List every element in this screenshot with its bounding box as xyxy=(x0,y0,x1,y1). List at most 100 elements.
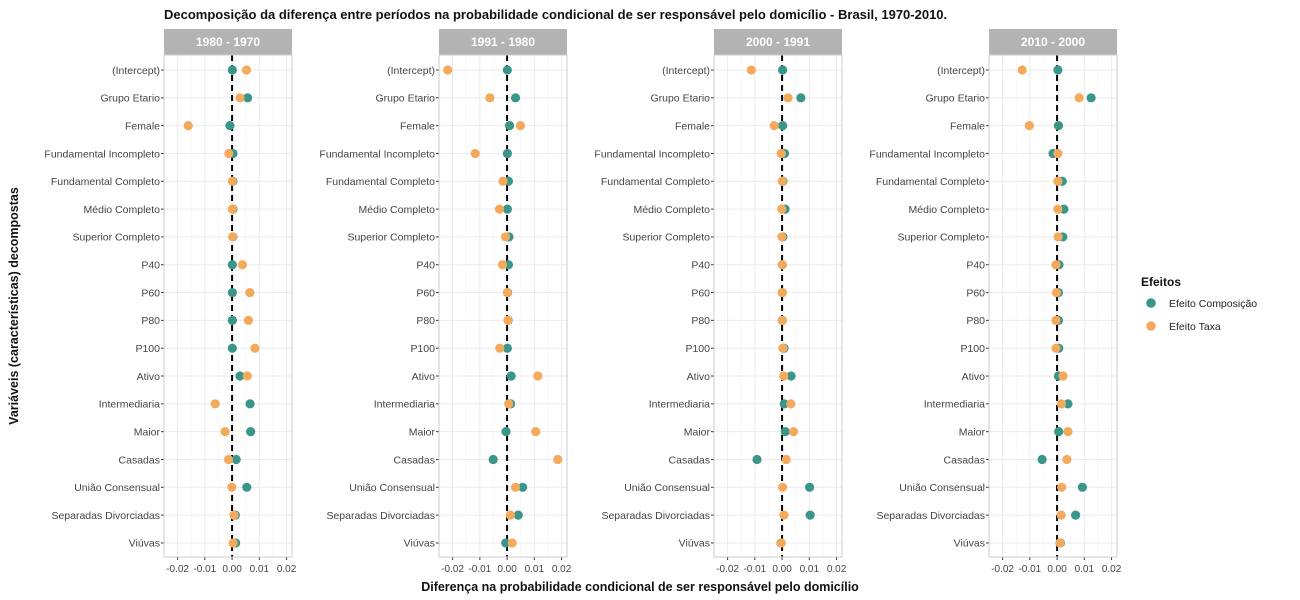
panel-strip-label: 1980 - 1970 xyxy=(196,35,260,49)
y-tick-label: P40 xyxy=(141,260,160,272)
y-tick-label: Casadas xyxy=(394,454,435,466)
x-tick-label: 0.02 xyxy=(552,564,572,575)
data-point xyxy=(1053,148,1063,159)
data-point xyxy=(796,93,806,103)
y-tick-label: Grupo Etario xyxy=(650,93,710,105)
y-tick-label: Intermediaria xyxy=(649,399,710,411)
panel-background xyxy=(989,55,1117,557)
data-point xyxy=(1071,510,1081,520)
y-tick-label: Grupo Etario xyxy=(100,93,160,105)
data-point xyxy=(494,204,505,214)
data-point xyxy=(776,148,786,159)
data-point xyxy=(243,93,253,103)
y-tick-label: Maior xyxy=(959,426,986,438)
legend-label-efeito-taxa: Efeito Taxa xyxy=(1169,321,1221,333)
y-tick-label: Casadas xyxy=(119,454,160,466)
data-point xyxy=(513,510,523,520)
panel-2: 1991 - 1980 (Intercept) Grupo Etario Female… xyxy=(319,29,572,575)
y-tick-label: Separadas Divorciadas xyxy=(326,510,435,522)
data-point xyxy=(443,65,453,75)
data-point xyxy=(1062,454,1072,465)
y-tick-label: Médio Completo xyxy=(634,204,711,216)
data-point xyxy=(245,287,255,298)
panel-3: 2000 - 1991 (Intercept) Grupo Etario Female… xyxy=(594,29,847,575)
data-point xyxy=(231,454,241,465)
y-tick-label: Intermediaria xyxy=(99,399,160,411)
data-point xyxy=(1055,538,1065,548)
series-efeito-taxa xyxy=(746,65,799,548)
legend-key-efeito-composicao xyxy=(1146,298,1156,308)
x-tick-label: -0.01 xyxy=(1018,564,1041,575)
data-point xyxy=(228,538,238,548)
data-point xyxy=(783,93,793,103)
data-point xyxy=(1054,427,1064,437)
data-point xyxy=(778,343,788,353)
data-point xyxy=(243,315,254,325)
y-tick-label: Grupo Etario xyxy=(925,93,985,105)
y-tick-label: Fundamental Completo xyxy=(51,176,160,188)
y-tick-label: Fundamental Incompleto xyxy=(869,148,985,160)
data-point xyxy=(1053,121,1064,131)
data-point xyxy=(1024,121,1034,131)
y-tick-label: União Consensual xyxy=(349,482,435,494)
data-point xyxy=(777,260,787,270)
x-tick-label: -0.01 xyxy=(468,564,491,575)
data-point xyxy=(746,65,756,75)
y-tick-label: P100 xyxy=(685,343,710,355)
data-point xyxy=(1053,176,1063,186)
data-point xyxy=(507,538,517,548)
y-tick-label: Female xyxy=(950,120,985,132)
data-point xyxy=(1051,287,1062,298)
y-tick-label: Ativo xyxy=(687,371,711,383)
data-point xyxy=(778,121,788,131)
x-tick-label: -0.01 xyxy=(743,564,766,575)
data-point xyxy=(225,121,235,131)
data-point xyxy=(502,65,512,75)
y-tick-label: Superior Completo xyxy=(72,232,160,244)
x-axis-title: Diferença na probabilidade condicional d… xyxy=(421,580,859,594)
data-point xyxy=(780,427,790,437)
data-point xyxy=(769,121,779,131)
data-point xyxy=(502,287,512,298)
panel-background xyxy=(164,55,292,557)
data-point xyxy=(237,260,248,270)
y-tick-label: Viúvas xyxy=(129,538,160,550)
data-point xyxy=(495,343,505,353)
data-point xyxy=(788,427,799,437)
y-tick-label: Fundamental Completo xyxy=(601,176,710,188)
y-tick-label: Intermediaria xyxy=(374,399,435,411)
panel-border xyxy=(988,54,1118,558)
minor-gridlines xyxy=(1015,55,1099,557)
legend-key-efeito-taxa xyxy=(1146,321,1156,331)
legend-title: Efeitos xyxy=(1141,275,1181,289)
y-tick-label: Maior xyxy=(134,426,161,438)
data-point xyxy=(246,427,256,437)
panel-border xyxy=(713,54,843,558)
data-point xyxy=(227,65,237,75)
y-tick-label: Casadas xyxy=(944,454,985,466)
chart-title: Decomposição da diferença entre períodos… xyxy=(164,7,947,22)
x-tick-label: 0.01 xyxy=(1075,564,1095,575)
y-tick-label: P60 xyxy=(416,287,435,299)
y-tick-label: P100 xyxy=(960,343,985,355)
series-efeito-taxa xyxy=(443,65,563,548)
data-point xyxy=(1051,315,1061,325)
data-point xyxy=(777,315,787,325)
data-point xyxy=(804,482,815,492)
x-tick-label: 0.00 xyxy=(1047,564,1067,575)
panel-background xyxy=(714,55,842,557)
panel-strip-label: 2000 - 1991 xyxy=(746,35,810,49)
data-point xyxy=(1056,399,1067,409)
legend-label-efeito-composicao: Efeito Composição xyxy=(1169,298,1257,310)
data-point xyxy=(1053,204,1063,214)
data-point xyxy=(501,538,511,548)
data-point xyxy=(227,482,237,492)
data-point xyxy=(223,454,234,465)
data-point xyxy=(504,399,514,409)
y-tick-label: Médio Completo xyxy=(909,204,986,216)
data-point xyxy=(778,65,788,75)
x-tick-label: 0.01 xyxy=(525,564,545,575)
data-point xyxy=(1053,65,1063,75)
data-point xyxy=(779,510,789,520)
